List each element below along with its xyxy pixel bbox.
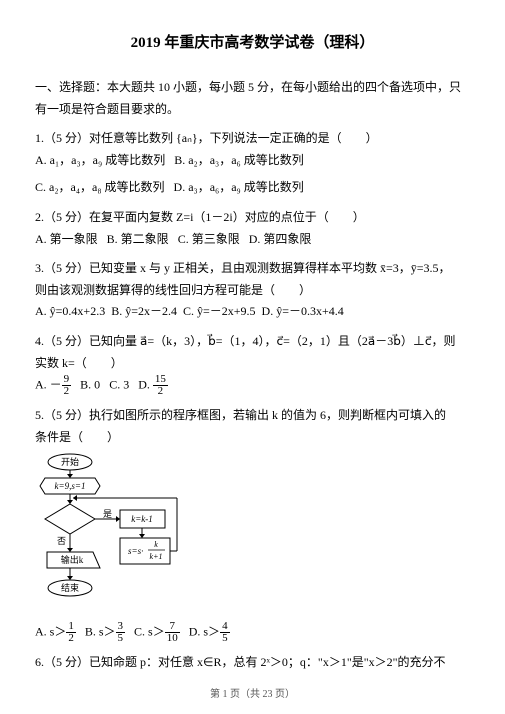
q2: 2.（5 分）在复平面内复数 Z=i（1－2i）对应的点位于（ ） A. 第一象…: [35, 207, 470, 250]
footer-post: 页）: [273, 689, 296, 700]
svg-text:k=9,s=1: k=9,s=1: [55, 481, 86, 491]
svg-text:s=s·: s=s·: [128, 546, 143, 556]
q4: 4.（5 分）已知向量 a⃗=（k，3），b⃗=（1，4），c⃗=（2，1）且（…: [35, 331, 470, 397]
q3-options: A. ŷ=0.4x+2.3 B. ŷ=2x－2.4 C. ŷ=－2x+9.5 D…: [35, 301, 470, 323]
page-footer: 第 1 页（共 23 页）: [0, 686, 505, 704]
q2-opt-b: B. 第二象限: [107, 232, 169, 246]
q6: 6.（5 分）已知命题 p：对任意 x∈R，总有 2ˣ＞0；q："x＞1"是"x…: [35, 652, 470, 674]
q5-opt-a-frac: 12: [66, 621, 76, 644]
q3-opt-d: D. ŷ=－0.3x+4.4: [262, 304, 344, 318]
q3-opt-a: A. ŷ=0.4x+2.3: [35, 304, 105, 318]
section-heading: 一、选择题：本大题共 10 小题，每小题 5 分，在每小题给出的四个备选项中，只…: [35, 77, 470, 120]
q2-opt-c: C. 第三象限: [178, 232, 240, 246]
footer-pre: 第: [210, 689, 223, 700]
q5-flowchart: 开始 k=9,s=1 是 否 k=k-1 s=s· k k+1: [35, 452, 470, 615]
flowchart-svg: 开始 k=9,s=1 是 否 k=k-1 s=s· k k+1: [35, 452, 185, 607]
q1-options-row1: A. a₁，a₃，a₉ 成等比数列 B. a₂，a₃，a₆ 成等比数列: [35, 150, 470, 172]
q1-opt-a: A. a₁，a₃，a₉ 成等比数列: [35, 153, 165, 167]
q3: 3.（5 分）已知变量 x 与 y 正相关，且由观测数据算得样本平均数 x̄=3…: [35, 258, 470, 323]
q2-options: A. 第一象限 B. 第二象限 C. 第三象限 D. 第四象限: [35, 229, 470, 251]
q1-stem: 1.（5 分）对任意等比数列 {aₙ}，下列说法一定正确的是（ ）: [35, 128, 470, 150]
q3-opt-c: C. ŷ=－2x+9.5: [183, 304, 256, 318]
q4-opt-d-pre: D.: [138, 377, 153, 391]
q5-options: A. s＞12 B. s＞35 C. s＞710 D. s＞45: [35, 621, 470, 644]
q3-opt-b: B. ŷ=2x－2.4: [111, 304, 177, 318]
q1-options-row2: C. a₂，a₄，a₈ 成等比数列 D. a₃，a₆，a₉ 成等比数列: [35, 177, 470, 199]
q4-options: A. －92 B. 0 C. 3 D. 152: [35, 374, 470, 397]
q5-opt-d-frac: 45: [220, 621, 230, 644]
svg-text:是: 是: [103, 509, 112, 519]
q4-stem2: 实数 k=（ ）: [35, 353, 470, 375]
q4-opt-c: C. 3: [109, 377, 129, 391]
q1: 1.（5 分）对任意等比数列 {aₙ}，下列说法一定正确的是（ ） A. a₁，…: [35, 128, 470, 199]
svg-text:输出k: 输出k: [61, 554, 84, 565]
q2-opt-d: D. 第四象限: [249, 232, 312, 246]
q5-opt-c-frac: 710: [165, 621, 180, 644]
svg-text:k=k-1: k=k-1: [131, 514, 153, 524]
q3-stem1: 3.（5 分）已知变量 x 与 y 正相关，且由观测数据算得样本平均数 x̄=3…: [35, 258, 470, 280]
footer-total: 23: [263, 689, 273, 700]
q4-opt-a-frac: 92: [62, 374, 72, 397]
q4-stem1: 4.（5 分）已知向量 a⃗=（k，3），b⃗=（1，4），c⃗=（2，1）且（…: [35, 331, 470, 353]
q1-opt-b: B. a₂，a₃，a₆ 成等比数列: [174, 153, 304, 167]
q5: 5.（5 分）执行如图所示的程序框图，若输出 k 的值为 6，则判断框内可填入的…: [35, 405, 470, 644]
svg-text:k: k: [154, 540, 158, 549]
footer-mid: 页（共: [228, 689, 263, 700]
q4-opt-b: B. 0: [80, 377, 100, 391]
q5-opt-a-pre: A. s＞: [35, 624, 66, 638]
q5-opt-c-pre: C. s＞: [134, 624, 165, 638]
q3-stem2: 则由该观测数据算得的线性回归方程可能是（ ）: [35, 280, 470, 302]
q6-stem: 6.（5 分）已知命题 p：对任意 x∈R，总有 2ˣ＞0；q："x＞1"是"x…: [35, 652, 470, 674]
q5-opt-b-frac: 35: [116, 621, 126, 644]
svg-text:开始: 开始: [61, 456, 79, 467]
q5-stem2: 条件是（ ）: [35, 427, 470, 449]
q4-opt-d-frac: 152: [153, 374, 168, 397]
q5-opt-b-pre: B. s＞: [85, 624, 116, 638]
q5-stem1: 5.（5 分）执行如图所示的程序框图，若输出 k 的值为 6，则判断框内可填入的: [35, 405, 470, 427]
q5-opt-d-pre: D. s＞: [189, 624, 220, 638]
q1-opt-c: C. a₂，a₄，a₈ 成等比数列: [35, 180, 165, 194]
svg-text:k+1: k+1: [150, 552, 163, 561]
q4-opt-a-pre: A. －: [35, 377, 62, 391]
q2-opt-a: A. 第一象限: [35, 232, 98, 246]
q2-stem: 2.（5 分）在复平面内复数 Z=i（1－2i）对应的点位于（ ）: [35, 207, 470, 229]
svg-text:结束: 结束: [61, 582, 79, 593]
page-title: 2019 年重庆市高考数学试卷（理科）: [35, 30, 470, 57]
q1-opt-d: D. a₃，a₆，a₉ 成等比数列: [174, 180, 304, 194]
svg-text:否: 否: [57, 536, 66, 546]
